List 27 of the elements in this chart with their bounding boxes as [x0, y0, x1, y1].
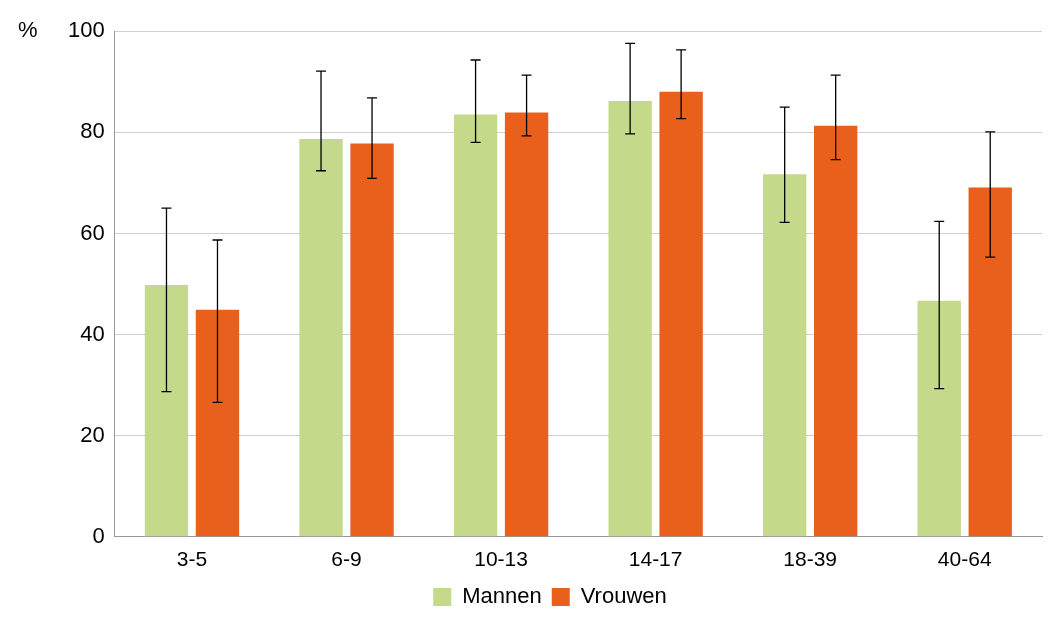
bar: [144, 285, 189, 537]
y-tick-label: 20: [80, 421, 105, 447]
bar: [608, 100, 652, 537]
y-tick-label: 80: [80, 118, 105, 144]
x-tick-label: 14-17: [628, 547, 683, 571]
y-tick-label: 0: [92, 522, 105, 548]
bar: [453, 114, 498, 537]
x-tick-label: 3-5: [176, 547, 208, 571]
y-tick-label: 60: [80, 219, 105, 245]
x-tick-label: 6-9: [331, 547, 362, 571]
x-tick-label: 10-13: [474, 547, 528, 571]
bar: [504, 112, 549, 537]
legend-label: Vrouwen: [580, 583, 667, 609]
bar: [763, 174, 807, 537]
x-tick-label: 18-39: [783, 547, 838, 571]
y-tick-label: 100: [67, 17, 105, 43]
y-tick-label: 40: [80, 320, 105, 346]
y-axis-title: %: [18, 17, 38, 43]
bar: [814, 125, 858, 537]
bar: [195, 309, 240, 537]
bar: [299, 138, 343, 537]
legend-label: Mannen: [462, 583, 542, 609]
bar: [968, 187, 1012, 537]
bar: [659, 91, 703, 537]
bar: [350, 143, 394, 537]
bar: [917, 300, 961, 537]
x-tick-label: 40-64: [937, 547, 992, 571]
